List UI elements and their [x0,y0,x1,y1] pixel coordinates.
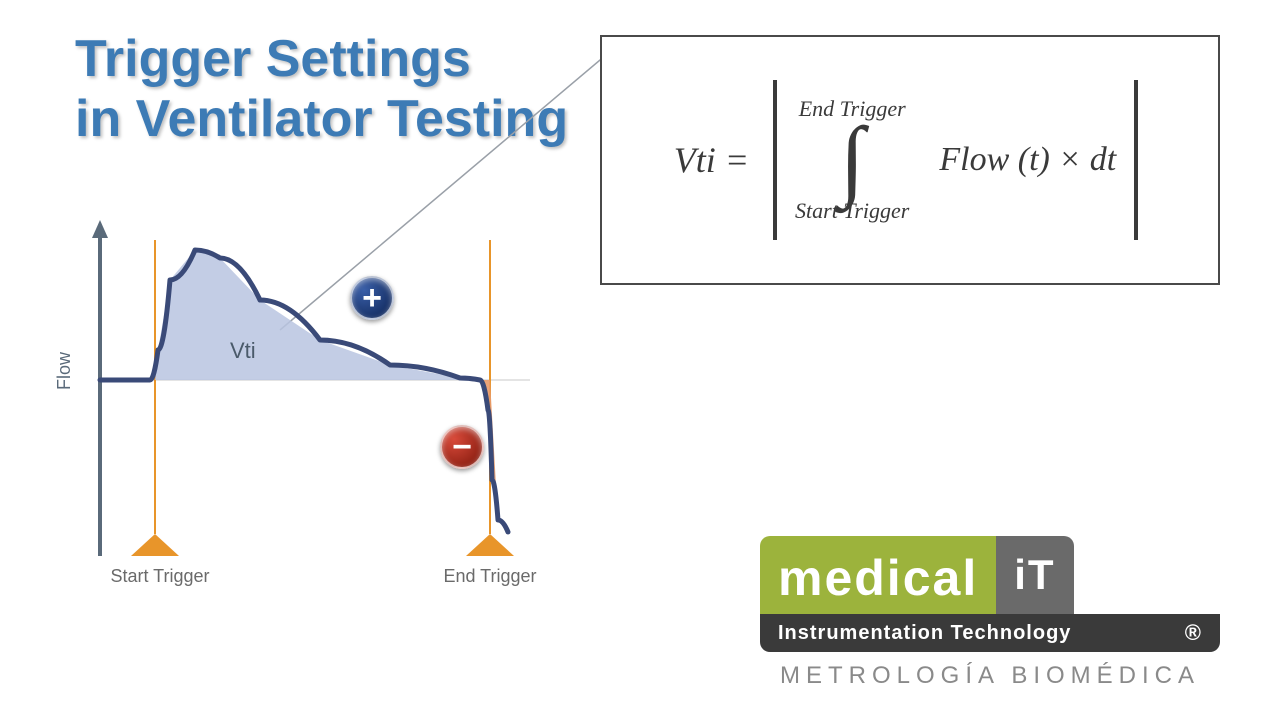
y-axis-arrow [92,220,108,238]
y-axis-label: Flow [54,352,75,390]
minus-icon: − [440,425,484,469]
integral-sign: ∫ [840,124,865,196]
plus-icon: + [350,276,394,320]
logo-subtitle: Instrumentation Technology [778,622,1071,645]
abs-bar-right [1134,80,1138,240]
title-line2: in Ventilator Testing [75,90,568,150]
brand-logo: medical iT Instrumentation Technology ® … [760,536,1220,690]
vti-label: Vti [230,338,256,364]
logo-subtitle-row: Instrumentation Technology ® [760,614,1220,652]
positive-area [155,250,480,380]
start-trigger-label: Start Trigger [110,566,210,587]
end-trigger-marker [466,534,514,556]
page-title: Trigger Settings in Ventilator Testing [75,30,568,150]
formula: Vti = End Trigger ∫ Start Trigger Flow (… [674,80,1146,240]
logo-brand-sub: iT [996,536,1073,614]
start-trigger-marker [131,534,179,556]
abs-bar-left [773,80,777,240]
formula-lhs: Vti = [674,139,749,181]
logo-tagline: METROLOGÍA BIOMÉDICA [760,662,1220,690]
integral-lower-limit: Start Trigger [795,200,909,222]
end-trigger-label: End Trigger [440,566,540,587]
registered-icon: ® [1185,620,1202,646]
flow-curve [100,250,508,532]
formula-box: Vti = End Trigger ∫ Start Trigger Flow (… [600,35,1220,285]
flow-chart: Flow Vti + − Start Trigger End Trigger [60,220,590,620]
integral-block: End Trigger ∫ Start Trigger [795,98,909,222]
title-line1: Trigger Settings [75,30,568,90]
chart-svg [60,220,590,620]
logo-brand-main: medical [760,536,996,614]
plus-symbol: + [362,279,382,318]
formula-integrand: Flow (t) × dt [939,141,1116,179]
minus-symbol: − [452,428,472,467]
logo-top-row: medical iT [760,536,1220,614]
